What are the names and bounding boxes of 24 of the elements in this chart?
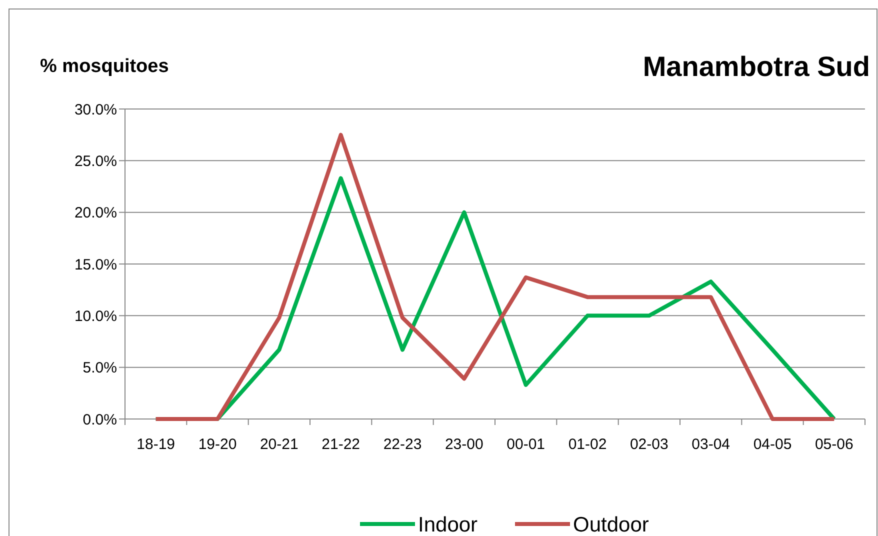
y-tick-label: 30.0% — [74, 101, 117, 118]
y-tick-label: 15.0% — [74, 256, 117, 274]
y-tick-label: 25.0% — [74, 152, 117, 170]
x-tick-label: 00-01 — [506, 436, 546, 453]
y-tick-label: 0.0% — [82, 411, 117, 428]
y-tick-label: 20.0% — [74, 204, 117, 222]
x-tick-label: 23-00 — [444, 436, 484, 453]
x-tick-label: 22-23 — [383, 436, 422, 453]
y-tick-label: 10.0% — [74, 308, 117, 325]
legend-label: Outdoor — [573, 513, 649, 536]
x-tick-label: 03-04 — [692, 436, 730, 453]
x-tick-label: 20-21 — [260, 436, 298, 453]
y-axis-title: % mosquitoes — [40, 56, 169, 77]
x-tick-label: 04-05 — [753, 436, 792, 453]
x-tick-label: 18-19 — [136, 436, 176, 453]
x-tick-label: 01-02 — [568, 436, 607, 453]
x-tick-label: 21-22 — [322, 436, 360, 453]
line-series — [154, 132, 836, 421]
chart-title: Manambotra Sud — [642, 51, 870, 82]
legend-label: Indoor — [418, 513, 478, 536]
x-tick-label: 05-06 — [814, 436, 854, 453]
x-tick-label: 19-20 — [198, 436, 237, 453]
x-tick-label: 02-03 — [630, 436, 668, 453]
y-tick-label: 5.0% — [82, 360, 117, 377]
